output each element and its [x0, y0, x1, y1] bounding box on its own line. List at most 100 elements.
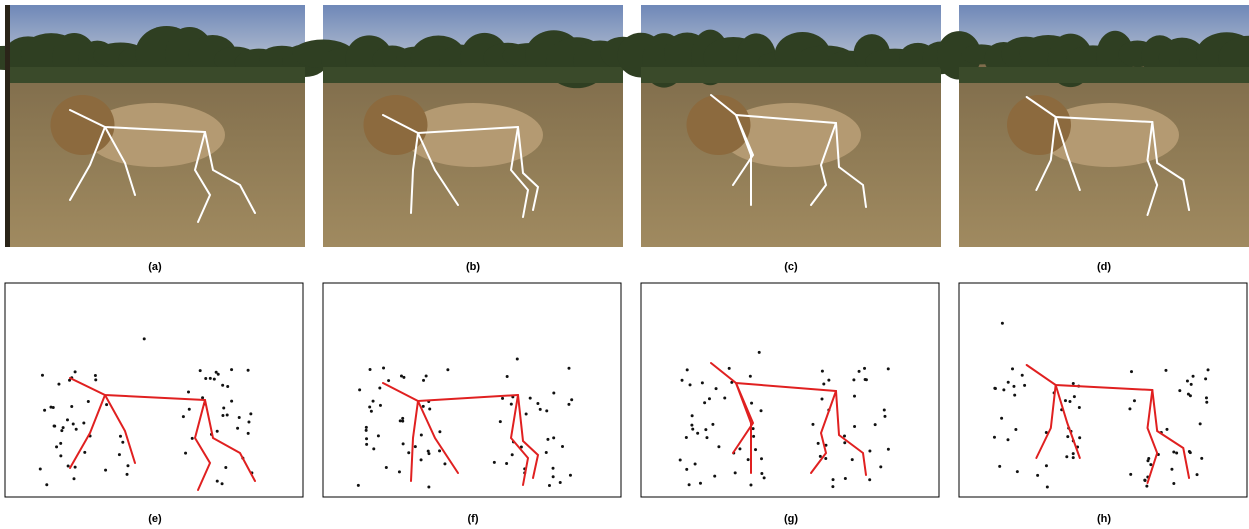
point	[715, 387, 718, 390]
point	[422, 405, 425, 408]
point	[1130, 370, 1133, 373]
point	[216, 480, 219, 483]
point	[1023, 384, 1026, 387]
point	[427, 485, 430, 488]
point	[1196, 473, 1199, 476]
point	[402, 442, 405, 445]
point	[1006, 438, 1009, 441]
point	[1145, 485, 1148, 488]
point	[1072, 382, 1075, 385]
point	[1072, 452, 1075, 455]
point	[559, 481, 562, 484]
point	[505, 462, 508, 465]
point	[70, 405, 73, 408]
point	[1021, 374, 1024, 377]
point	[72, 423, 75, 426]
point	[365, 443, 368, 446]
point	[420, 434, 423, 437]
point	[546, 438, 549, 441]
point	[817, 442, 820, 445]
point	[201, 396, 204, 399]
point	[182, 415, 185, 418]
point	[998, 465, 1001, 468]
point	[747, 458, 750, 461]
point	[414, 445, 417, 448]
point	[443, 462, 446, 465]
point	[699, 482, 702, 485]
point	[82, 422, 85, 425]
point	[819, 455, 822, 458]
panel-label: (e)	[148, 513, 162, 525]
point	[57, 383, 60, 386]
point	[827, 379, 830, 382]
point	[221, 384, 224, 387]
point	[247, 432, 250, 435]
point	[382, 367, 385, 370]
point	[1172, 450, 1175, 453]
point	[1012, 385, 1015, 388]
point	[377, 434, 380, 437]
point	[552, 467, 555, 470]
point	[1036, 474, 1039, 477]
point-panel	[5, 283, 303, 497]
point	[213, 378, 216, 381]
point	[1187, 393, 1190, 396]
point	[357, 484, 360, 487]
point	[87, 400, 90, 403]
treeline	[5, 67, 305, 83]
point	[400, 374, 403, 377]
point	[387, 379, 390, 382]
point	[1007, 381, 1010, 384]
point	[1045, 464, 1048, 467]
point	[887, 367, 890, 370]
point	[1014, 428, 1017, 431]
point	[401, 417, 404, 420]
point	[690, 424, 693, 427]
panel-label: (c)	[784, 261, 798, 273]
point	[199, 369, 202, 372]
panel-label: (f)	[468, 513, 479, 525]
point	[525, 413, 528, 416]
point	[686, 368, 689, 371]
point	[738, 447, 741, 450]
frame	[5, 283, 303, 497]
point	[236, 427, 239, 430]
point	[858, 370, 861, 373]
point	[545, 409, 548, 412]
point	[1016, 470, 1019, 473]
point	[691, 428, 694, 431]
point	[545, 451, 548, 454]
point	[1205, 396, 1208, 399]
point	[39, 467, 42, 470]
point	[1172, 482, 1175, 485]
point	[427, 452, 430, 455]
point	[569, 474, 572, 477]
point	[811, 423, 814, 426]
point	[372, 400, 375, 403]
point	[1146, 459, 1149, 462]
point	[224, 466, 227, 469]
point	[1199, 422, 1202, 425]
treeline	[641, 67, 941, 83]
point	[1066, 435, 1069, 438]
point	[83, 451, 86, 454]
point	[1192, 375, 1195, 378]
point	[370, 410, 373, 413]
point	[217, 373, 220, 376]
point	[188, 408, 191, 411]
film-edge	[5, 5, 10, 247]
point	[378, 386, 381, 389]
point	[53, 424, 56, 427]
point	[226, 413, 229, 416]
point	[685, 436, 688, 439]
point	[694, 462, 697, 465]
point	[1011, 367, 1014, 370]
point	[713, 475, 716, 478]
point	[1144, 479, 1147, 482]
point	[94, 374, 97, 377]
point	[238, 416, 241, 419]
point	[499, 420, 502, 423]
point	[62, 426, 65, 429]
point	[368, 406, 371, 409]
point	[567, 367, 570, 370]
